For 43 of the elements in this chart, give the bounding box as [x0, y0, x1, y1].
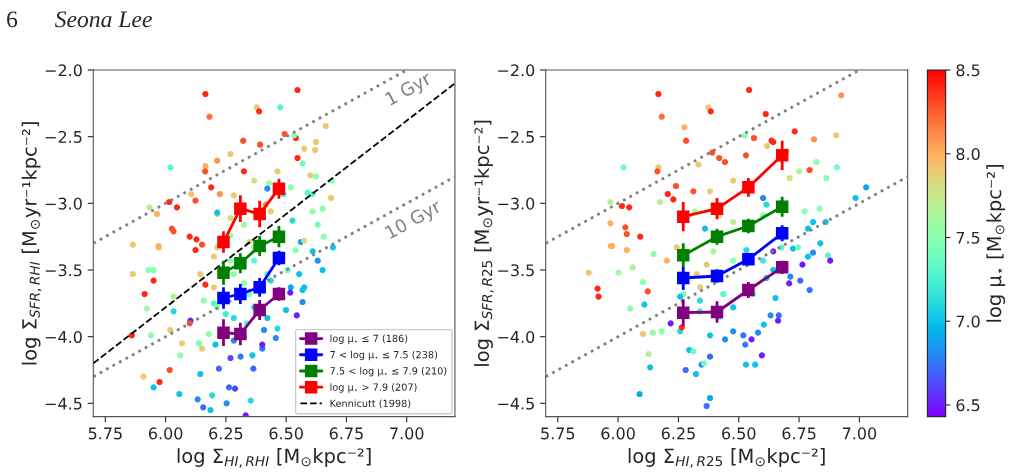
color-bar-label: 7.5 [956, 231, 980, 244]
y-tick-label: −4.5 [498, 397, 534, 410]
y-tick-label: −4.0 [498, 330, 535, 343]
y-axis-title: log Σ$_{SFR,RHI}$ [M$_{⊙}$yr⁻¹kpc⁻²] [21, 122, 42, 365]
x-tick-label: 6.50 [269, 427, 303, 440]
color-bar-label: 6.5 [956, 399, 980, 412]
color-bar-label: 8.5 [956, 64, 980, 77]
y-tick-label: −3.0 [498, 197, 535, 210]
legend-label: log μ$_{⋆}$ ≤ 7 (186) [330, 334, 408, 344]
x-axis-title: log Σ$_{HI,RHI}$ [M$_{⊙}$kpc⁻²] [177, 448, 371, 468]
x-tick-label: 7.00 [390, 427, 424, 440]
y-tick-label: −2.0 [498, 64, 535, 77]
y-tick-label: −2.0 [45, 64, 82, 77]
y-axis-title: log Σ$_{SFR,R25}$ [M$_{⊙}$yr⁻¹kpc⁻²] [474, 120, 494, 366]
x-tick-label: 6.75 [782, 427, 816, 440]
x-tick-label: 6.00 [148, 427, 183, 440]
y-tick-label: −2.5 [498, 130, 534, 143]
annotation: 10 Gyr [384, 198, 445, 243]
color-bar-label: 7.0 [956, 315, 980, 328]
x-tick-label: 5.75 [541, 427, 575, 440]
annotation: 1 Gyr [384, 70, 435, 109]
x-tick-label: 6.25 [661, 427, 695, 440]
x-tick-label: 6.50 [722, 427, 756, 440]
color-bar-title: log μ$_{⋆}$ [M$_{⊙}$kpc⁻²] [986, 165, 1006, 322]
x-tick-label: 5.75 [88, 427, 122, 440]
x-axis-title: log Σ$_{HI,R25}$ [M$_{⊙}$kpc⁻²] [628, 448, 825, 468]
legend-label: Kennicutt (1998) [330, 399, 411, 409]
legend-label: 7 < log μ$_{⋆}$ ≤ 7.5 (238) [330, 350, 438, 361]
x-tick-label: 6.75 [329, 427, 363, 440]
y-tick-label: −2.5 [45, 130, 82, 143]
color-bar-label: 8.0 [956, 147, 980, 161]
x-tick-label: 6.00 [601, 427, 635, 440]
legend-label: log μ$_{⋆}$ > 7.9 (207) [330, 383, 417, 393]
y-tick-label: −3.0 [45, 197, 82, 210]
y-tick-label: −4.5 [45, 397, 82, 410]
x-tick-label: 6.25 [209, 427, 243, 440]
legend-label: 7.5 < log μ$_{⋆}$ ≤ 7.9 (210) [330, 367, 447, 377]
y-tick-label: −3.5 [45, 264, 82, 277]
y-tick-label: −3.5 [498, 264, 534, 277]
x-tick-label: 7.00 [842, 427, 877, 440]
y-tick-label: −4.0 [45, 330, 82, 343]
text: Seona Lee [54, 11, 152, 28]
text: 6 [7, 11, 18, 28]
